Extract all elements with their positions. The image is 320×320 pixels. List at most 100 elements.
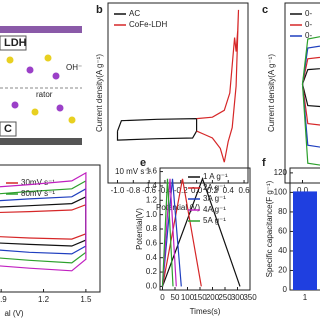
x-tick-label: 300 (231, 293, 245, 302)
y-tick-label: 1.0 (146, 210, 158, 219)
bar (293, 191, 317, 290)
top-plate-label: LDH (4, 37, 27, 49)
chart: b Current density(A g⁻¹) Potential (V) 10 m… (95, 2, 250, 212)
x-tick-label: 0.4 (223, 186, 235, 195)
label-box (0, 35, 27, 51)
schematic: LDH OH⁻ rator C (0, 26, 82, 145)
plot-frame (0, 164, 101, 293)
y-axis-label: Specific capacitance(F g⁻¹) (265, 180, 274, 277)
label-box (0, 121, 17, 137)
ion-dot (52, 72, 60, 80)
y-tick-label: 0.6 (146, 238, 158, 247)
panel-label: c (262, 4, 268, 16)
y-tick-label: 0.8 (146, 224, 158, 233)
x-tick-label: 0.9 (0, 295, 7, 304)
x-tick-label: -1.0 (111, 186, 125, 195)
series-line (116, 117, 198, 141)
series-line (196, 9, 240, 163)
y-axis-label: Current density(A g⁻¹) (267, 54, 276, 132)
series-line (161, 177, 241, 287)
separator-label: rator (36, 90, 53, 99)
x-tick-label: 350 (243, 293, 257, 302)
legend-label: 1 A g⁻¹ (203, 172, 228, 181)
ion-dot (11, 101, 19, 109)
x-tick-label: 0.6 (238, 186, 250, 195)
panel-label: b (96, 4, 103, 16)
x-tick-label: 0.0 (297, 186, 309, 195)
x-axis-label: al (V) (4, 309, 23, 318)
ion-dot (6, 56, 14, 64)
ion-dot (31, 108, 39, 116)
y-tick-label: 0.4 (146, 253, 158, 262)
x-tick-label: 1.5 (80, 295, 92, 304)
x-tick-label: 50 (171, 293, 180, 302)
y-tick-label: 0.2 (146, 267, 158, 276)
series-line (301, 45, 320, 148)
series-line (301, 68, 320, 108)
series-line (0, 171, 87, 272)
y-axis-label: Current density(A g⁻¹) (95, 54, 104, 132)
series-line (161, 178, 174, 287)
plot-frame (289, 167, 320, 291)
panel-label: e (140, 157, 146, 169)
series-line (161, 178, 202, 287)
legend-label: 0- (305, 31, 312, 40)
plot-frame (107, 2, 249, 184)
legend-label: 4A g⁻¹ (203, 205, 226, 214)
x-tick-label: 100 (181, 293, 195, 302)
y-tick-label: 100 (274, 188, 288, 197)
y-tick-label: 20 (278, 266, 287, 275)
legend-label: 80mV s⁻¹ (21, 189, 55, 198)
y-tick-label: 1.2 (146, 195, 158, 204)
plot-frame (284, 2, 320, 184)
x-tick-label: -0.2 (174, 186, 188, 195)
ion-label: OH⁻ (66, 63, 82, 72)
x-axis-label: Times(s) (190, 307, 221, 316)
x-tick-label: 200 (206, 293, 220, 302)
x-tick-label: -0.6 (142, 186, 156, 195)
ion-dot (26, 66, 34, 74)
bottom-plate-label: C (4, 123, 12, 135)
legend-label: 0- (305, 20, 312, 29)
x-tick-label: 1 (303, 293, 308, 302)
annotation: 10 mV s⁻¹ (115, 167, 152, 176)
legend-label: 2A g⁻¹ (203, 183, 226, 192)
bottom-electrode (0, 138, 82, 145)
ion-dot (68, 116, 76, 124)
x-axis-label: Potential (V) (156, 203, 200, 212)
x-tick-label: 150 (193, 293, 207, 302)
legend-label: 30mV s⁻¹ (21, 178, 55, 187)
legend-label: CoFe-LDH (129, 20, 167, 29)
x-tick-label: -0.4 (158, 186, 172, 195)
legend-label: 0- (305, 9, 312, 18)
x-tick-label: 250 (218, 293, 232, 302)
y-tick-label: 0 (283, 285, 288, 294)
x-tick-label: 0 (160, 293, 165, 302)
y-tick-label: 1.6 (146, 167, 158, 176)
legend-label: 5A g⁻¹ (203, 216, 226, 225)
series-line (0, 203, 87, 240)
series-line (301, 56, 320, 126)
y-tick-label: 60 (278, 227, 287, 236)
chart: al (V) 0.9 1.2 1.5 30mV s⁻¹ 80mV s⁻¹ (0, 164, 101, 318)
top-electrode (0, 26, 82, 33)
y-axis-label: Potential(V) (135, 208, 144, 250)
series-line (161, 178, 182, 287)
chart: f Specific capacitance(F g⁻¹) 0 20 40 60 80 100… (262, 157, 320, 302)
ion-dot (44, 54, 52, 62)
y-tick-label: 40 (278, 246, 287, 255)
x-tick-label: -0.8 (126, 186, 140, 195)
y-tick-label: 0.0 (146, 282, 158, 291)
x-tick-label: 1.2 (38, 295, 50, 304)
series-line (161, 178, 177, 287)
panel-label: f (262, 157, 266, 169)
series-line (301, 36, 320, 166)
y-tick-label: 120 (274, 168, 288, 177)
legend-label: 3A g⁻¹ (203, 194, 226, 203)
legend-label: AC (129, 9, 140, 18)
ion-dot (56, 104, 64, 112)
y-tick-label: 1.4 (146, 181, 158, 190)
